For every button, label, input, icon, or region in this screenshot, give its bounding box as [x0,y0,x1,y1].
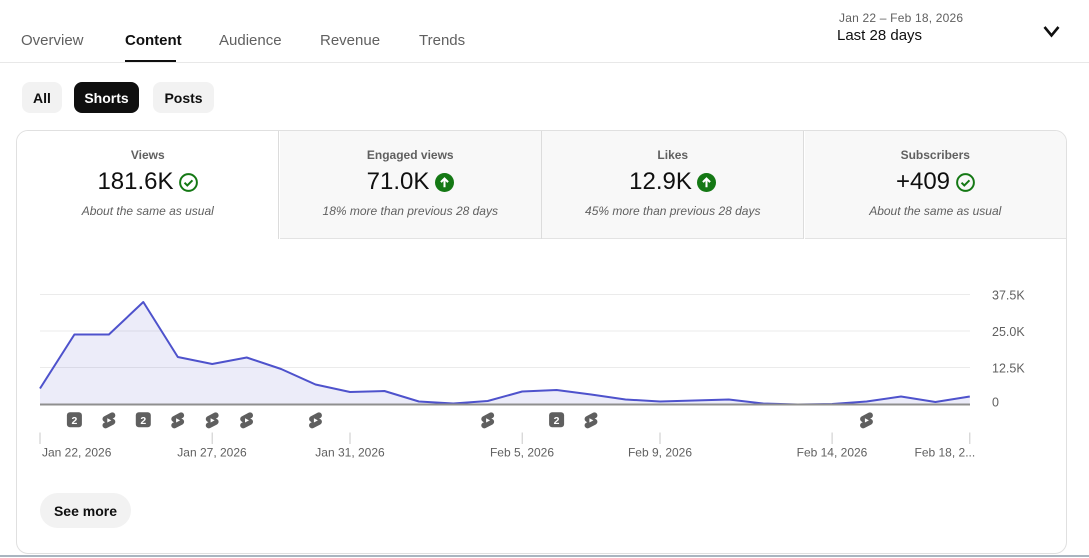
svg-text:Feb 5, 2026: Feb 5, 2026 [490,446,554,460]
svg-text:2: 2 [554,415,560,427]
svg-text:0: 0 [992,396,999,410]
svg-text:2: 2 [71,415,77,427]
svg-text:Feb 18, 2...: Feb 18, 2... [915,446,976,460]
svg-text:12.5K: 12.5K [992,362,1025,376]
svg-text:Jan 31, 2026: Jan 31, 2026 [315,446,385,460]
svg-text:37.5K: 37.5K [992,289,1025,303]
svg-text:Feb 9, 2026: Feb 9, 2026 [628,446,692,460]
svg-text:Jan 27, 2026: Jan 27, 2026 [177,446,247,460]
svg-text:Jan 22, 2026: Jan 22, 2026 [42,446,112,460]
svg-text:Feb 14, 2026: Feb 14, 2026 [797,446,868,460]
svg-text:25.0K: 25.0K [992,325,1025,339]
svg-text:2: 2 [140,415,146,427]
